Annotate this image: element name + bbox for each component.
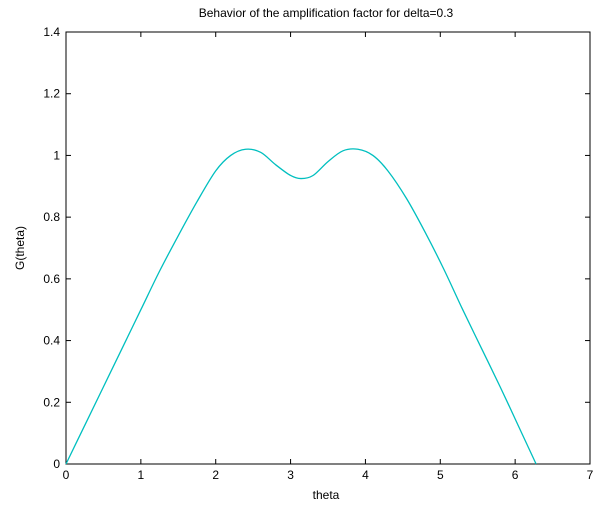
- x-tick-label-0: 0: [63, 468, 70, 482]
- x-tick-label-1: 1: [138, 468, 145, 482]
- chart-title: Behavior of the amplification factor for…: [199, 6, 454, 20]
- y-tick-label-0: 0: [53, 457, 60, 471]
- x-tick-label-2: 2: [212, 468, 219, 482]
- y-tick-label-5: 1: [53, 148, 60, 162]
- y-tick-label-1: 0.2: [43, 395, 60, 409]
- y-tick-label-6: 1.2: [43, 87, 60, 101]
- series-line: [65, 148, 537, 465]
- plot-frame: [65, 31, 591, 465]
- y-tick-label-2: 0.4: [43, 334, 60, 348]
- x-tick-label-6: 6: [512, 468, 519, 482]
- x-tick-label-3: 3: [287, 468, 294, 482]
- y-axis-label: G(theta): [13, 226, 27, 270]
- y-tick-label-3: 0.6: [43, 272, 60, 286]
- x-tick-label-5: 5: [437, 468, 444, 482]
- tick-labels: 0 1 2 3 4 5 6 7 0 0.2 0.4 0.6 0.8 1 1.2 1.4: [43, 25, 593, 482]
- ticks: [65, 31, 591, 465]
- x-tick-label-7: 7: [587, 468, 593, 482]
- y-tick-label-7: 1.4: [43, 25, 60, 39]
- x-tick-label-4: 4: [362, 468, 369, 482]
- y-tick-label-4: 0.8: [43, 210, 60, 224]
- x-axis-label: theta: [313, 488, 340, 502]
